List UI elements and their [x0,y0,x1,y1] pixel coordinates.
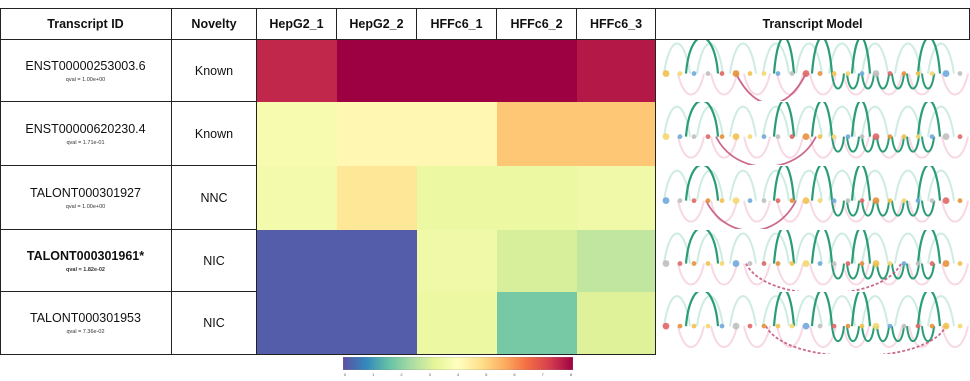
novelty-cell: NNC [200,190,228,205]
qval-text: qval = 1.71e-01 [66,139,105,146]
heatmap-cell [577,166,655,230]
heatmap-cell [257,166,337,230]
transcript-id: TALONT000301961* [26,248,145,263]
colorbar-tick-label: 2 [400,372,403,377]
colorbar-tick-label: 3 [428,372,431,377]
qval-text: qval = 1.00e+00 [65,76,106,83]
heatmap-cell [497,40,577,102]
colorbar-tick-label: 6 [513,372,516,377]
heatmap-cell [497,166,577,230]
heatmap-cell [337,166,417,230]
heatmap-cell [337,102,417,166]
colorbar [343,357,573,370]
transcript-id-cell: TALONT000301927 qval = 1.00e+00 [0,166,171,229]
transcript-model-3 [662,230,969,291]
transcript-model-1 [662,102,969,165]
heatmap-cell [257,40,337,102]
transcript-model-2 [662,166,969,229]
transcript-model-0 [662,40,969,101]
colorbar-tick-label: 1 [372,372,375,377]
heatmap-cell [497,102,577,166]
header-transcript-model: Transcript Model [762,17,863,31]
qval-text: qval = 1.82e-02 [66,266,105,273]
heatmap-cell [257,230,337,292]
heatmap-cell [417,292,497,354]
colorbar-tick-label: 4 [456,372,460,377]
qval-text: qval = 1.00e+00 [65,203,106,210]
transcript-id-cell: TALONT000301953 qval = 7.36e-02 [0,292,171,354]
heatmap-cell [497,230,577,292]
novelty-cell: Known [194,126,234,141]
novelty-cell: NIC [203,316,225,330]
heatmap-cell [577,102,655,166]
transcript-id-cell: ENST00000620230.4 qval = 1.71e-01 [0,102,171,165]
transcript-id-cell: TALONT000301961* qval = 1.82e-02 [0,230,171,291]
heatmap-cell [257,292,337,354]
header-sample-hffc6-2: HFFc6_2 [510,17,563,31]
header-sample-hepg2-1: HepG2_1 [269,17,324,31]
heatmap-cell [257,102,337,166]
heatmap-cell [417,40,497,102]
novelty-cell: Known [194,63,234,78]
header-sample-hffc6-3: HFFc6_3 [589,17,643,31]
header-novelty: Novelty [191,17,237,31]
qval-text: qval = 7.36e-02 [66,329,105,335]
transcript-id: TALONT000301927 [30,185,141,200]
colorbar-tick-label: 5 [485,372,488,377]
heatmap-cell [417,166,497,230]
transcript-id-cell: ENST00000253003.6 qval = 1.00e+00 [0,40,171,101]
colorbar-tick-label: 7 [541,372,544,377]
heatmap-cell [337,40,417,102]
heatmap-cell [337,292,417,354]
transcript-id: ENST00000620230.4 [25,121,146,136]
transcript-model-4 [662,292,969,354]
colorbar-tick-label: 8 [569,372,573,377]
heatmap-cell [417,102,497,166]
novelty-cell: NIC [203,253,225,268]
heatmap-cell [497,292,577,354]
header-sample-hepg2-2: HepG2_2 [349,17,404,31]
heatmap-cell [577,230,655,292]
transcript-id: TALONT000301953 [30,311,141,325]
heatmap-cell [337,230,417,292]
header-transcript-id: Transcript ID [47,17,124,31]
heatmap-cell [577,292,655,354]
colorbar-tick-label: 0 [343,372,347,377]
transcript-id: ENST00000253003.6 [25,58,146,73]
heatmap-cell [577,40,655,102]
heatmap-cell [417,230,497,292]
header-sample-hffc6-1: HFFc6_1 [430,17,483,31]
